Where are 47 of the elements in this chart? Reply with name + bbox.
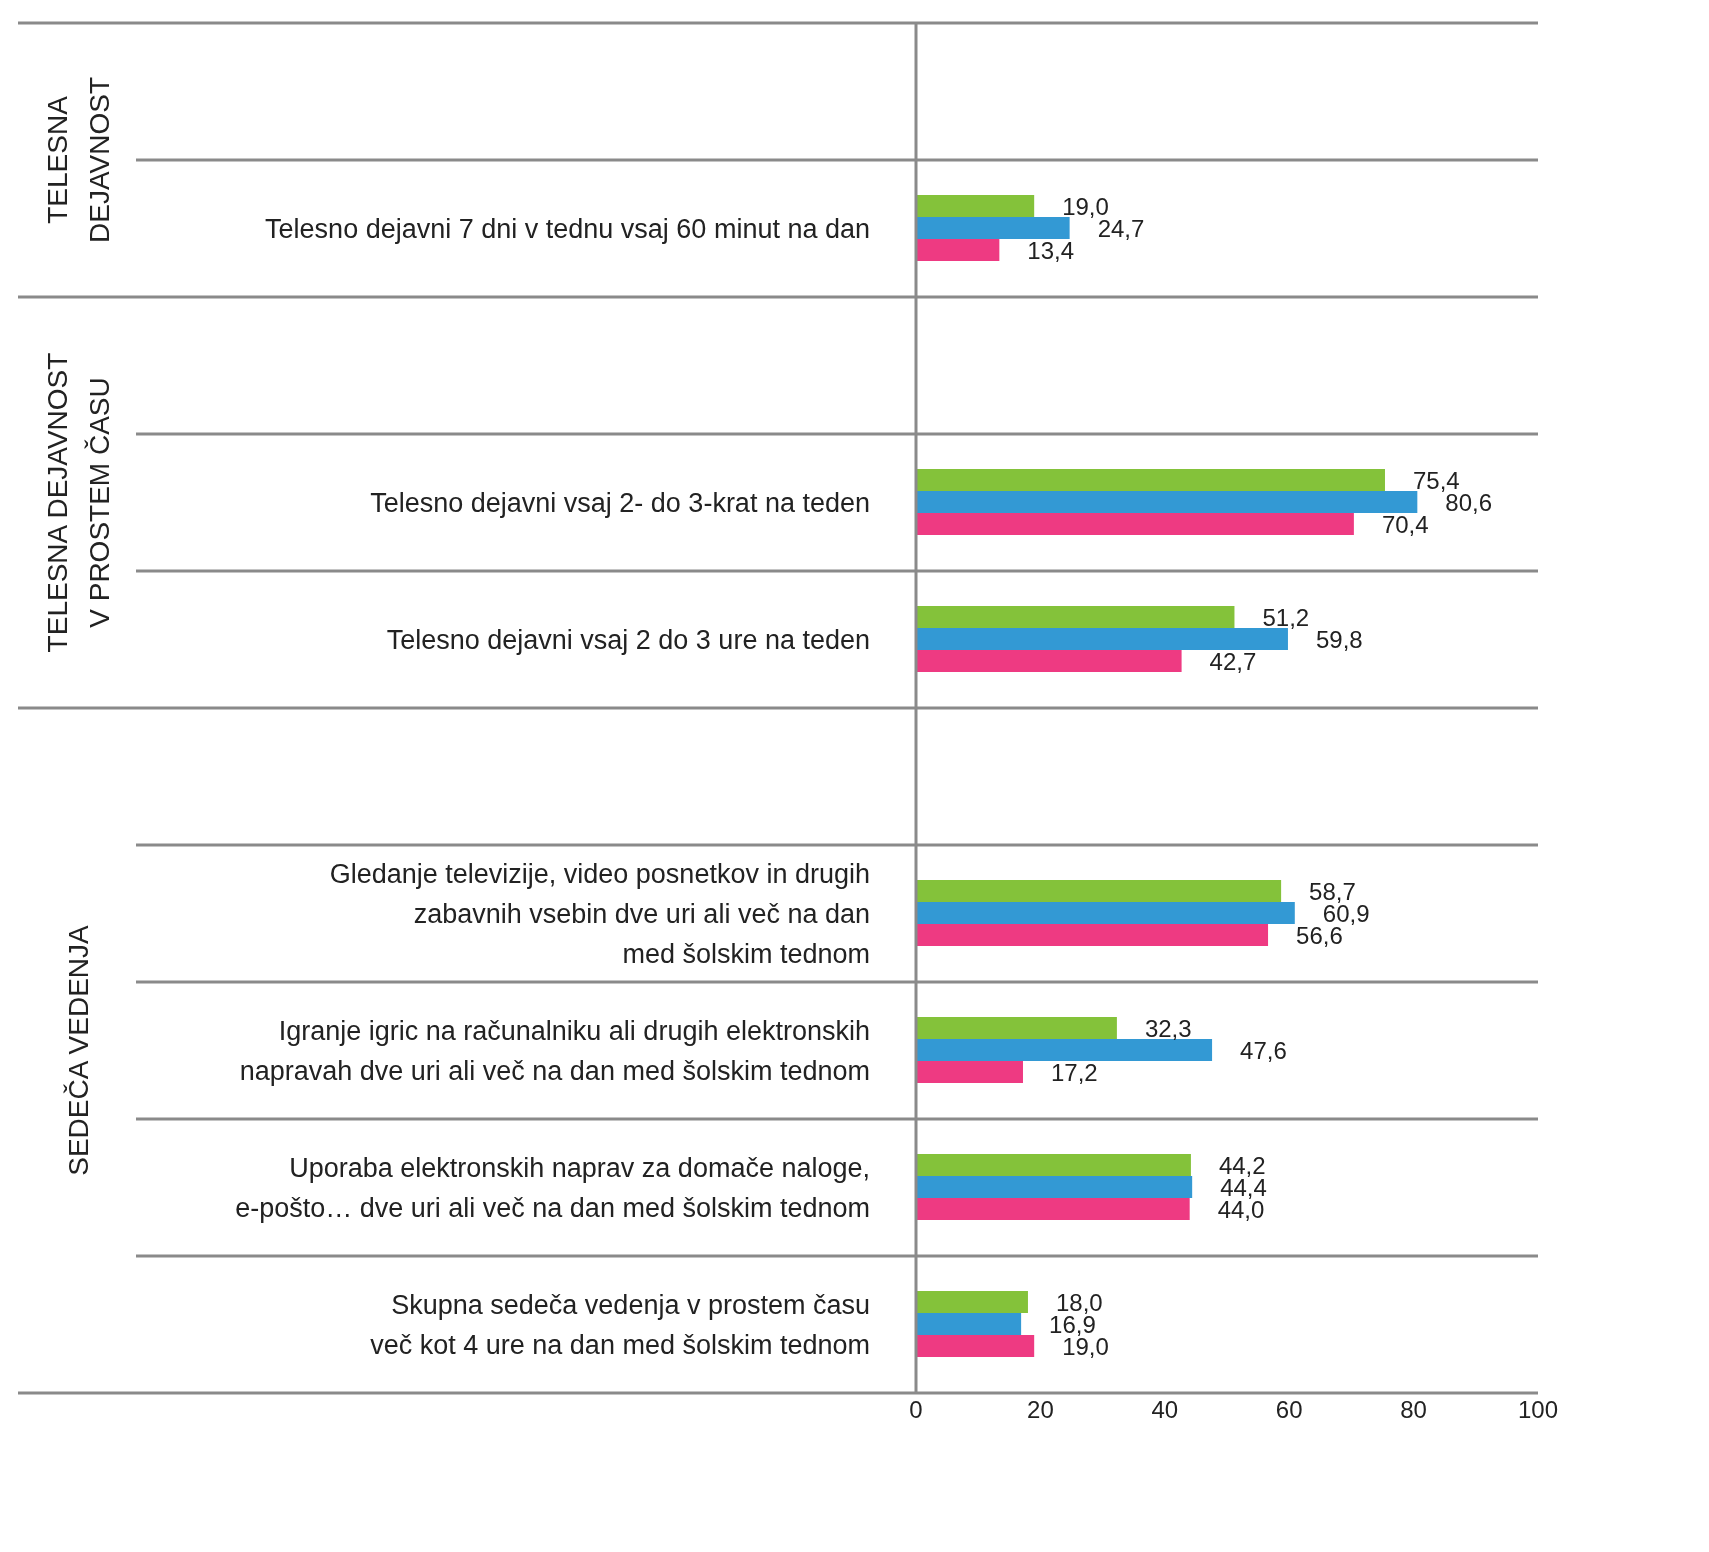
data-label: 47,6 [1240,1036,1287,1064]
bar [916,217,1070,239]
bar [916,513,1354,535]
y-tick-label: Uporaba elektronskih naprav za domače naloge, e-pošto… dve uri ali več na dan med šolskim tednom [235,1152,870,1223]
data-label: 17,2 [1050,1058,1098,1086]
text: TELESNA DEJAVNOST V PROSTEM ČASU [42,352,115,653]
y-tick-label: Igranje igric na računalniku ali drugih elektronskih napravah dve uri ali več na dan med šolskim tednom [239,1015,870,1086]
data-label: 58,7 [1309,877,1356,905]
bar [916,1313,1022,1335]
x-tick-label: 80 [1400,1396,1427,1424]
bar [916,469,1385,491]
bar [916,606,1235,628]
bar [916,491,1418,513]
data-label: 56,6 [1296,921,1343,949]
bar [916,628,1288,650]
x-tick-label: 0 [909,1396,923,1424]
text: SEDEČA VEDENJA [63,924,94,1176]
data-label: 13,4 [1027,236,1075,264]
bar [916,1335,1035,1357]
data-label: 42,7 [1209,647,1257,675]
bar [916,1176,1193,1198]
bar [916,195,1035,217]
data-label: 51,2 [1262,603,1310,631]
y-tick-label: Telesno dejavni vsaj 2 do 3 ure na teden [386,624,870,655]
bar [916,239,1000,261]
data-label: 32,3 [1144,1014,1192,1042]
y-tick-label: Telesno dejavni vsaj 2- do 3-krat na teden [370,487,870,518]
bar [916,1017,1117,1039]
data-label: 70,4 [1381,510,1429,538]
bar [916,1198,1190,1220]
text: TELESNA DEJAVNOST [42,77,115,243]
x-tick-label: 40 [1151,1396,1179,1424]
x-tick-label: 20 [1027,1396,1054,1424]
bar [916,880,1282,902]
bar [916,1039,1213,1061]
bar [916,924,1269,946]
bar [916,1154,1191,1176]
bar [916,1291,1028,1313]
x-tick-label: 60 [1275,1396,1303,1424]
bar [916,1061,1023,1083]
data-label: 59,8 [1315,625,1363,653]
bar [916,650,1182,672]
y-tick-label: Gledanje televizije, video posnetkov in drugih zabavnih vsebin dve uri ali več na dan med šolskim tednom [329,858,870,969]
y-tick-label: Skupna sedeča vedenja v prostem času več kot 4 ure na dan med šolskim tednom [370,1289,870,1360]
bar [916,902,1295,924]
y-tick-label: Telesno dejavni 7 dni v tednu vsaj 60 minut na dan [265,213,870,244]
x-tick-label: 100 [1517,1396,1559,1424]
